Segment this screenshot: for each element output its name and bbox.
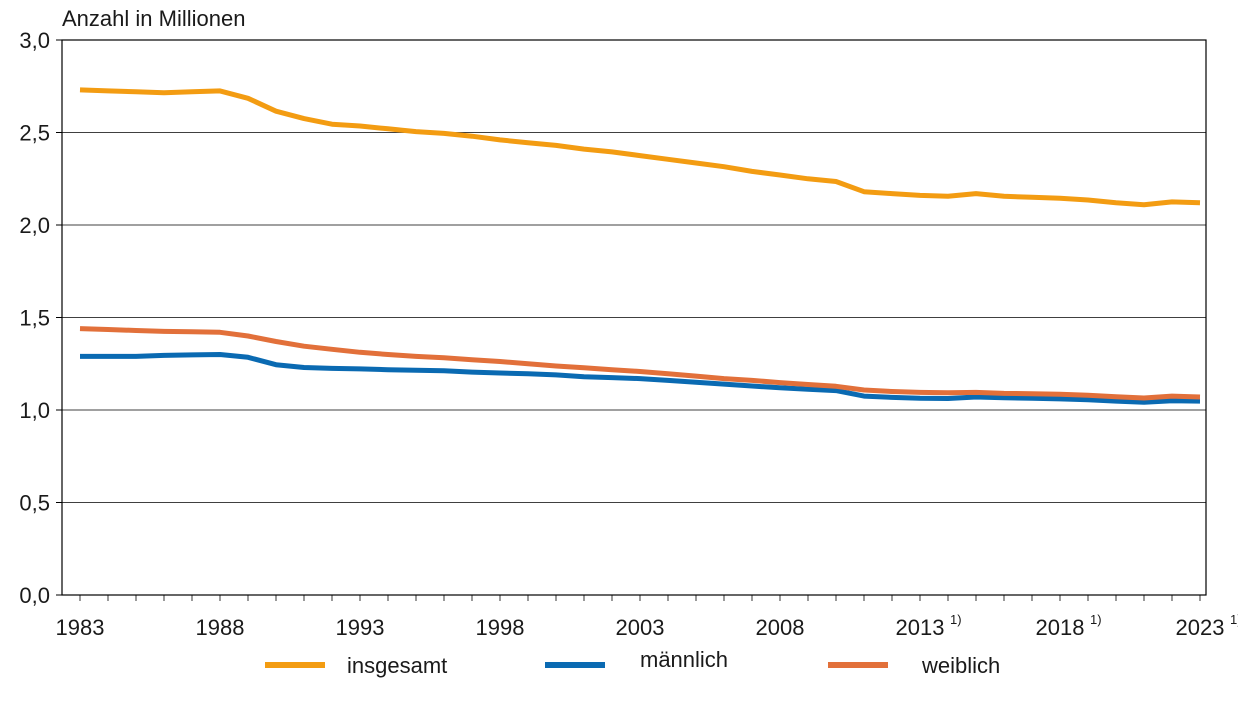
legend: insgesamt männlich weiblich [265,647,1000,678]
y-tick-label: 0,0 [19,583,50,608]
x-tick-label: 2003 [616,615,665,640]
y-tick-label: 1,5 [19,306,50,331]
y-axis-ticks: 0,0 0,5 1,0 1,5 2,0 2,5 3,0 [19,28,62,608]
legend-label: insgesamt [347,653,447,678]
legend-label: weiblich [921,653,1000,678]
y-axis-title: Anzahl in Millionen [62,6,245,31]
x-tick-footnote: 1) [1230,612,1238,627]
x-tick-footnote: 1) [950,612,962,627]
gridlines [62,132,1206,503]
y-tick-label: 1,0 [19,398,50,423]
series-line-0 [79,87,1201,208]
x-tick-label: 2023 [1176,615,1225,640]
y-tick-label: 0,5 [19,491,50,516]
x-tick-label: 1998 [476,615,525,640]
x-tick-label: 1988 [196,615,245,640]
x-tick-label: 1983 [56,615,105,640]
x-tick-label: 2013 [896,615,945,640]
series-line-2 [79,326,1201,401]
x-axis-ticks: 1983 1988 1993 1998 2003 2008 2013 1) 2018 1) 2023… [56,595,1238,640]
x-tick-footnote: 1) [1090,612,1102,627]
x-tick-label: 2008 [756,615,805,640]
y-tick-label: 2,5 [19,121,50,146]
x-tick-label: 2018 [1036,615,1085,640]
series-line-1 [80,352,1201,405]
x-tick-label: 1993 [336,615,385,640]
y-tick-label: 2,0 [19,213,50,238]
series-lines [79,87,1201,405]
y-tick-label: 3,0 [19,28,50,53]
legend-label: männlich [640,647,728,672]
